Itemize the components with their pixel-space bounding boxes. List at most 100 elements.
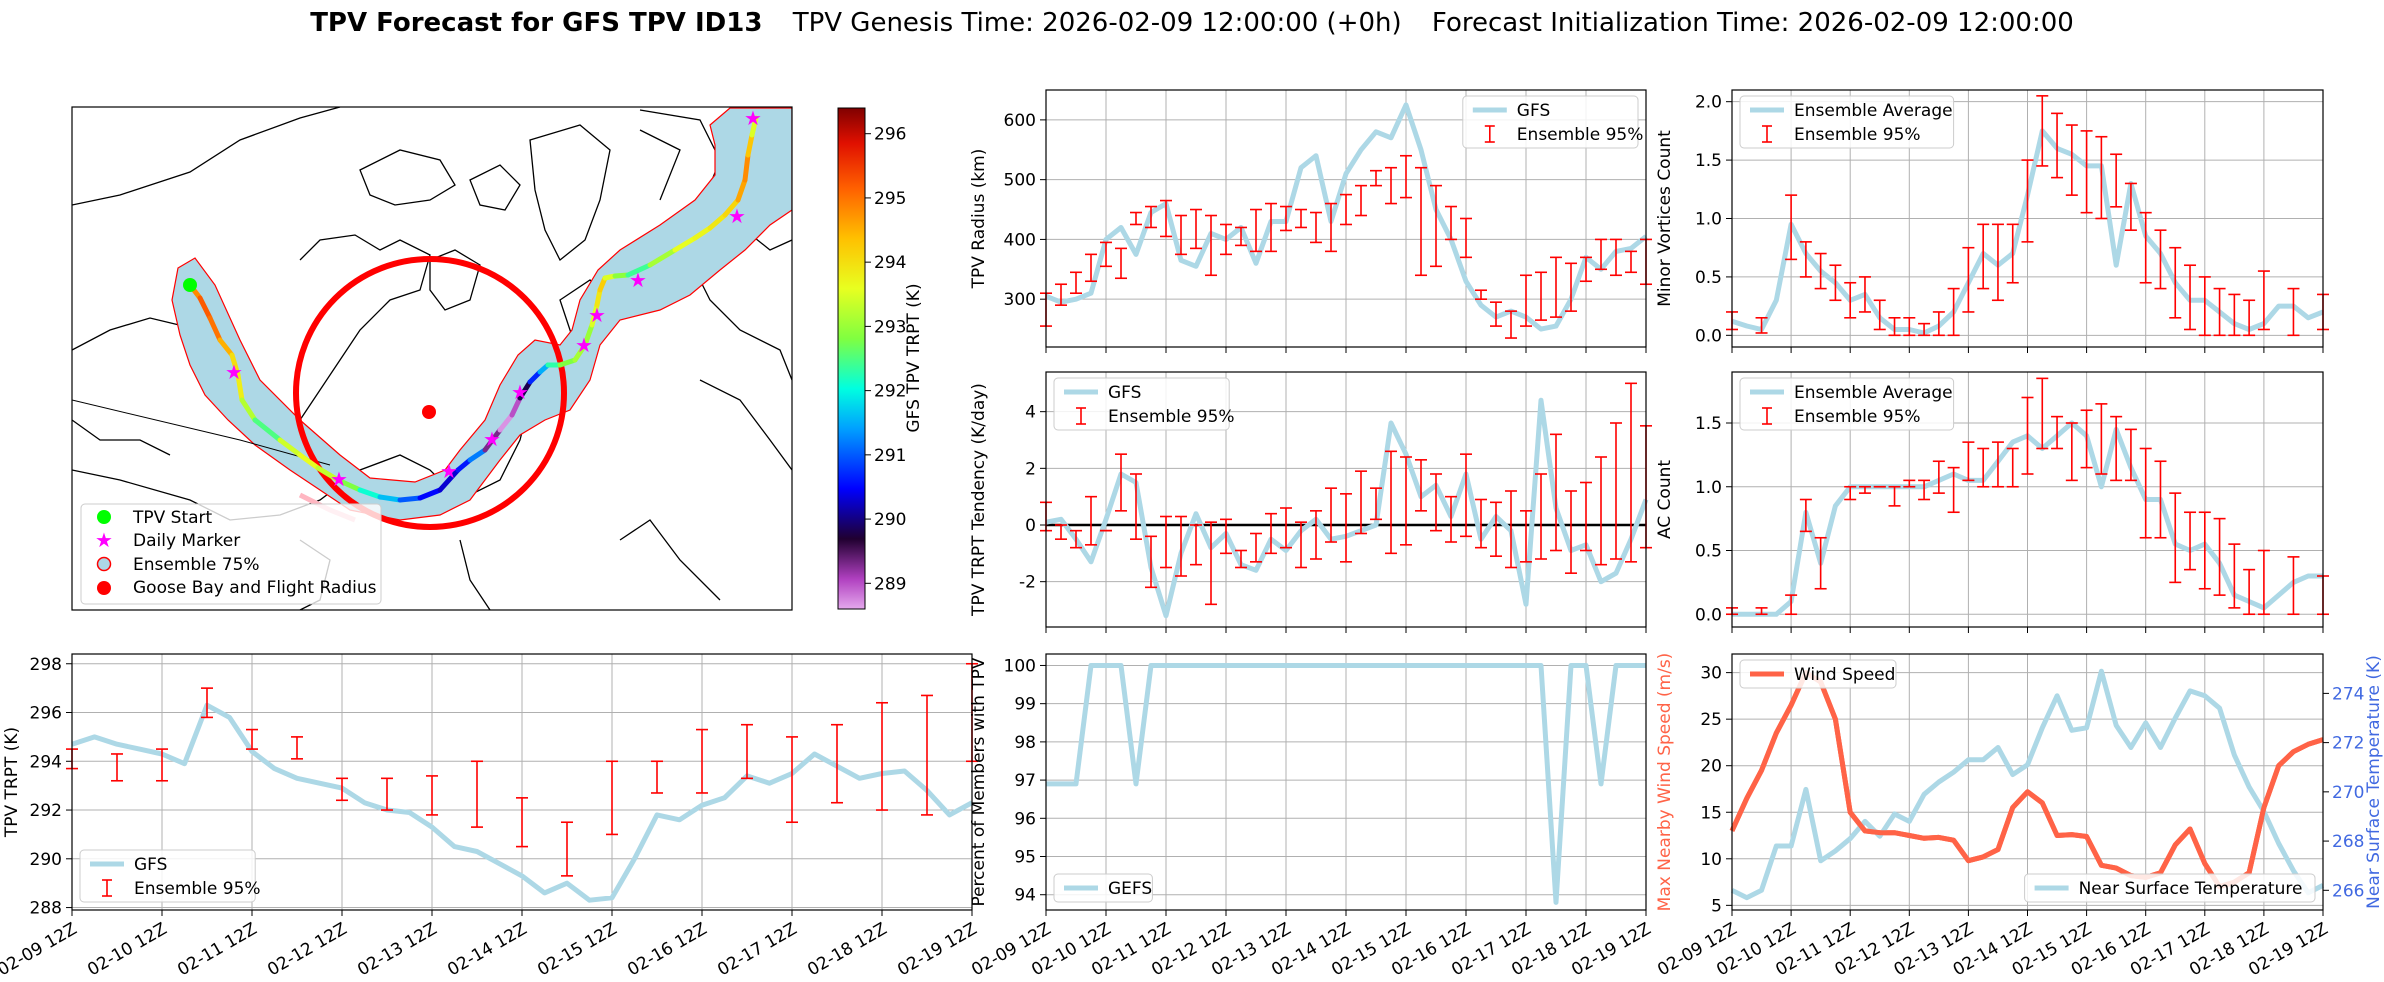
legend-label: Ensemble Average	[1794, 101, 1953, 121]
legend-label: GFS	[1517, 101, 1550, 121]
x-tick-label: 02-14 12Z	[444, 919, 530, 980]
legend-label: Ensemble 95%	[1108, 407, 1235, 427]
legend-label: Ensemble Average	[1794, 383, 1953, 403]
daily-marker-star: ★	[575, 333, 593, 357]
colorbar-tick-label: 295	[874, 189, 906, 209]
track-segment	[315, 465, 341, 483]
colorbar-gradient	[837, 107, 866, 610]
legend-ensemble-75: Ensemble 75%	[133, 555, 260, 575]
plot-frame	[1045, 653, 1647, 911]
y-axis-label: TPV TRPT Tendency (K/day)	[969, 383, 989, 617]
colorbar-tick-label: 289	[874, 574, 906, 594]
legend-label: GEFS	[1108, 879, 1152, 899]
title-genesis: TPV Genesis Time: 2026-02-09 12:00:00 (+…	[792, 8, 1402, 38]
track-segment	[297, 452, 321, 471]
chart-percent: 94 95 96 97 98 99 100 Percent of Members with T…	[968, 653, 1655, 980]
colorbar-tick-label: 292	[874, 382, 906, 402]
y-tick-label: 10	[1700, 850, 1722, 870]
chart-tendency: -2 0 2 4 TPV TRPT Tendency (K/day) GFS Ensembl…	[969, 371, 1652, 633]
daily-marker-star: ★	[225, 360, 243, 384]
legend-tpv-start-icon	[97, 510, 111, 524]
legend-label: GFS	[1108, 383, 1141, 403]
legend2-label: Near Surface Temperature	[2079, 879, 2303, 899]
y-tick-label: 95	[1014, 848, 1036, 868]
y-tick-label: 4	[1025, 403, 1036, 423]
y-tick-label: 94	[1014, 886, 1036, 906]
y2-tick-label: 274	[2332, 684, 2364, 704]
legend-box	[1739, 95, 1955, 149]
plot-frame	[1731, 371, 2324, 628]
track-segment	[357, 487, 383, 500]
track-segment	[335, 477, 363, 493]
daily-marker-star: ★	[588, 303, 606, 327]
legend-label: Ensemble 95%	[1794, 125, 1921, 145]
legend: Ensemble Average Ensemble 95%	[1739, 377, 1955, 431]
track-segment	[707, 212, 728, 231]
y2-tick-label: 272	[2332, 734, 2364, 754]
x-tick-label: 02-17 12Z	[714, 919, 800, 980]
y-axis-label: Minor Vortices Count	[1655, 130, 1675, 307]
legend-box	[1739, 377, 1955, 431]
y2-axis-label: Near Surface Temperature (K)	[2364, 655, 2384, 909]
track-segment	[589, 302, 600, 328]
colorbar-tick-label: 296	[874, 125, 906, 145]
title-bold: TPV Forecast for GFS TPV ID13	[310, 8, 762, 38]
track-segment	[235, 372, 245, 403]
legend-box	[1053, 873, 1153, 903]
tpv-track	[187, 115, 759, 503]
y-tick-label: 0.0	[1695, 326, 1722, 346]
y-axis-label: Max Nearby Wind Speed (m/s)	[1655, 653, 1675, 912]
legend-box	[1739, 659, 1897, 689]
y-tick-label: 288	[30, 899, 62, 919]
y-tick-label: 0	[1025, 516, 1036, 536]
x-tick-label: 02-12 12Z	[264, 919, 350, 980]
y-tick-label: 99	[1014, 695, 1036, 715]
y-tick-label: 5	[1711, 896, 1722, 916]
y2-tick-label: 270	[2332, 783, 2364, 803]
ensemble-75-envelope	[171, 107, 792, 521]
track-segment	[557, 357, 578, 368]
legend-label: Ensemble 95%	[134, 879, 261, 899]
daily-marker-star: ★	[728, 204, 746, 228]
y-tick-label: 1.0	[1695, 478, 1722, 498]
track-segment	[197, 295, 213, 321]
track-segment	[239, 397, 258, 423]
colorbar-tick-label: 291	[874, 446, 906, 466]
plot-frame	[1731, 89, 2324, 348]
track-segment	[217, 337, 235, 358]
colorbar: 289 290 291 292 293 294 295 296 GFS TPV TRPT (K…	[837, 107, 924, 610]
colorbar-tick-label: 294	[874, 253, 906, 273]
legend-tpv-start: TPV Start	[132, 508, 213, 528]
track-segment	[497, 412, 515, 433]
track-segment	[455, 457, 473, 473]
track-segment	[745, 132, 755, 158]
x-tick-label: 02-13 12Z	[354, 919, 440, 980]
track-segment	[252, 417, 283, 443]
track-segment	[692, 225, 713, 241]
track-segment	[735, 177, 748, 203]
y-axis-label: Percent of Members with TPV	[969, 657, 989, 906]
y-tick-label: 1.5	[1695, 151, 1722, 171]
y-tick-label: 98	[1014, 733, 1036, 753]
track-segment	[377, 494, 403, 503]
series-line-temp	[1730, 668, 2325, 901]
track-segment	[594, 287, 603, 308]
daily-marker-star: ★	[511, 380, 529, 404]
series-line-gefs	[1046, 663, 1646, 905]
track-segment	[397, 495, 423, 503]
y-tick-label: 1.5	[1695, 414, 1722, 434]
y-tick-label: -2	[1019, 573, 1036, 593]
figure-title: TPV Forecast for GFS TPV ID13 TPV Genesi…	[310, 8, 2074, 38]
y-tick-label: 97	[1014, 771, 1036, 791]
y-tick-label: 0.5	[1695, 542, 1722, 562]
map-legend-box	[80, 503, 382, 605]
x-tick-label: 02-11 12Z	[174, 919, 260, 980]
x-tick-label: 02-10 12Z	[84, 919, 170, 980]
y-tick-label: 100	[1004, 656, 1036, 676]
colorbar-tick-label: 293	[874, 317, 906, 337]
goose-bay-marker	[422, 405, 436, 419]
y-tick-label: 15	[1700, 803, 1722, 823]
